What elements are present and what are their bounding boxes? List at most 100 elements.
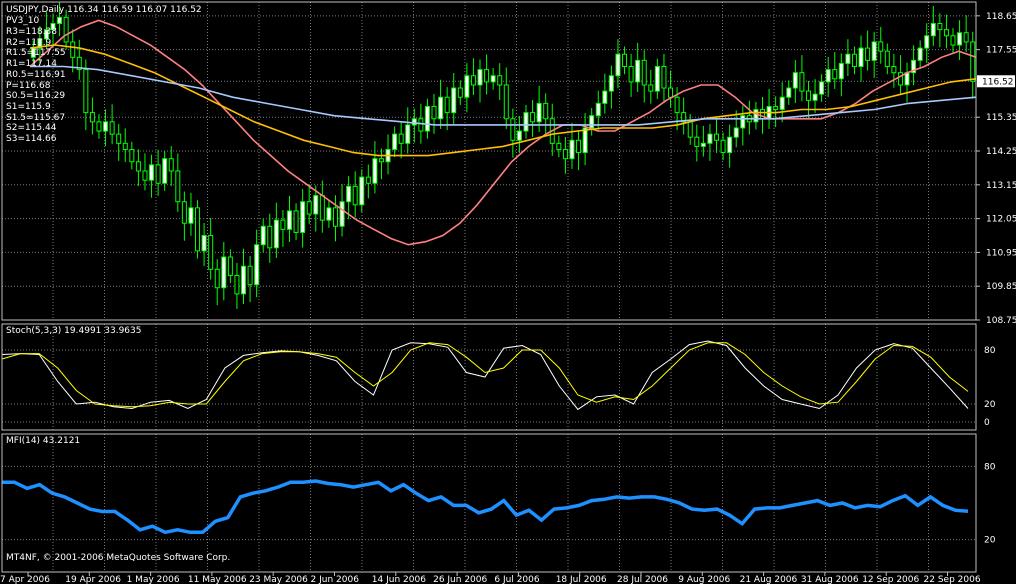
candle-body <box>484 69 490 83</box>
candle-body <box>273 219 279 249</box>
pivot-level: S1=115.9 <box>6 101 51 112</box>
candle-body <box>457 87 463 98</box>
series-line <box>1 340 969 411</box>
candle-body <box>392 133 398 150</box>
y-tick-label: 118.65 <box>986 12 1016 22</box>
candle-body <box>431 105 437 120</box>
candle-body <box>871 41 877 61</box>
x-tick-label: 26 Jun 2006 <box>433 575 487 584</box>
candle-body <box>142 170 148 181</box>
x-tick-label: 21 Aug 2006 <box>740 575 798 584</box>
x-tick-label: 18 Jul 2006 <box>556 575 607 584</box>
candle-body <box>70 41 76 58</box>
candle-body <box>753 109 759 123</box>
candle-body <box>943 29 949 37</box>
candle-body <box>129 148 135 163</box>
y-tick-label: 108.75 <box>986 316 1016 326</box>
candle-body <box>50 23 56 31</box>
candle-body <box>352 185 358 206</box>
current-price-label: 116.52 <box>982 77 1014 87</box>
candle-body <box>103 121 109 132</box>
candle-body <box>589 115 595 129</box>
y-tick-label: 110.95 <box>986 248 1016 258</box>
candle-body <box>247 265 253 286</box>
candle-body <box>293 210 299 233</box>
pivot-level: S1.5=115.67 <box>6 112 66 123</box>
stoch-title: Stoch(5,3,3) 19.4991 33.9635 <box>6 326 142 336</box>
candle-body <box>510 118 516 141</box>
candle-body <box>543 102 549 120</box>
y-tick-label: 80 <box>984 462 996 472</box>
pivot-levels: R3=118.38 R2=117.9 R1.5=117.55 R1=117.14 R0.… <box>6 27 66 145</box>
candle-body <box>37 38 43 49</box>
y-tick-label: 115.35 <box>986 113 1016 123</box>
y-tick-label: 113.15 <box>986 181 1016 191</box>
mfi-panel[interactable] <box>2 479 969 535</box>
candle-body <box>819 81 825 95</box>
x-tick-label: 12 Sep 2006 <box>862 575 919 584</box>
candle-body <box>595 102 601 117</box>
candle-body <box>326 207 332 221</box>
y-tick-label: 20 <box>984 536 996 546</box>
candle-body <box>359 176 365 206</box>
candle-body <box>181 201 187 224</box>
candle-body <box>845 53 851 64</box>
moving-average-line <box>30 65 977 126</box>
candle-body <box>221 256 227 289</box>
candle-body <box>668 87 674 98</box>
candle-body <box>897 72 903 86</box>
stochastic-panel[interactable] <box>1 340 969 411</box>
candle-body <box>536 102 542 123</box>
candle-body <box>851 53 857 68</box>
price-panel[interactable] <box>29 2 977 309</box>
candle-body <box>562 148 568 160</box>
candle-body <box>832 69 838 80</box>
x-tick-label: 19 Apr 2006 <box>65 575 121 584</box>
candle-body <box>175 170 181 203</box>
candle-body <box>319 195 325 221</box>
candle-body <box>96 121 102 132</box>
candle-body <box>904 72 910 86</box>
x-tick-label: 31 Aug 2006 <box>801 575 859 584</box>
candle-body <box>773 105 779 111</box>
candle-body <box>149 164 155 181</box>
candle-body <box>109 121 115 135</box>
current-price-tag <box>977 75 1015 88</box>
pivot-level: S3=114.66 <box>6 134 57 145</box>
candle-body <box>280 219 286 230</box>
candle-body <box>162 158 168 184</box>
candle-body <box>405 124 411 144</box>
candle-body <box>569 139 575 160</box>
candle-body <box>687 121 693 138</box>
candle-body <box>398 133 404 144</box>
candle-body <box>188 207 194 224</box>
candle-body <box>786 87 792 98</box>
x-tick-label: 28 Jul 2006 <box>617 575 668 584</box>
pivot-level: R0.5=116.91 <box>6 69 66 80</box>
moving-average-line <box>29 44 977 157</box>
y-tick-label: 80 <box>984 346 996 356</box>
candle-body <box>208 235 214 270</box>
x-tick-label: 6 Jul 2006 <box>494 575 539 584</box>
candle-body <box>707 133 713 144</box>
candle-body <box>865 47 871 61</box>
candle-body <box>372 158 378 184</box>
candle-body <box>477 69 483 86</box>
candle-body <box>286 210 292 230</box>
candle-body <box>503 84 509 120</box>
x-tick-label: 22 Sep 2006 <box>924 575 981 584</box>
pivot-level: S0.5=116.29 <box>6 91 66 102</box>
candle-body <box>727 136 733 154</box>
pivot-level: R1=117.14 <box>6 59 58 70</box>
x-tick-label: 1 May 2006 <box>127 575 180 584</box>
candle-body <box>470 75 476 86</box>
candle-body <box>227 256 233 276</box>
y-tick-label: 114.25 <box>986 147 1016 157</box>
candle-body <box>805 90 811 101</box>
x-tick-label: 2 Jun 2006 <box>311 575 360 584</box>
candle-body <box>201 235 207 252</box>
candle-body <box>963 32 969 43</box>
series-line <box>2 479 969 535</box>
candle-body <box>57 16 63 25</box>
